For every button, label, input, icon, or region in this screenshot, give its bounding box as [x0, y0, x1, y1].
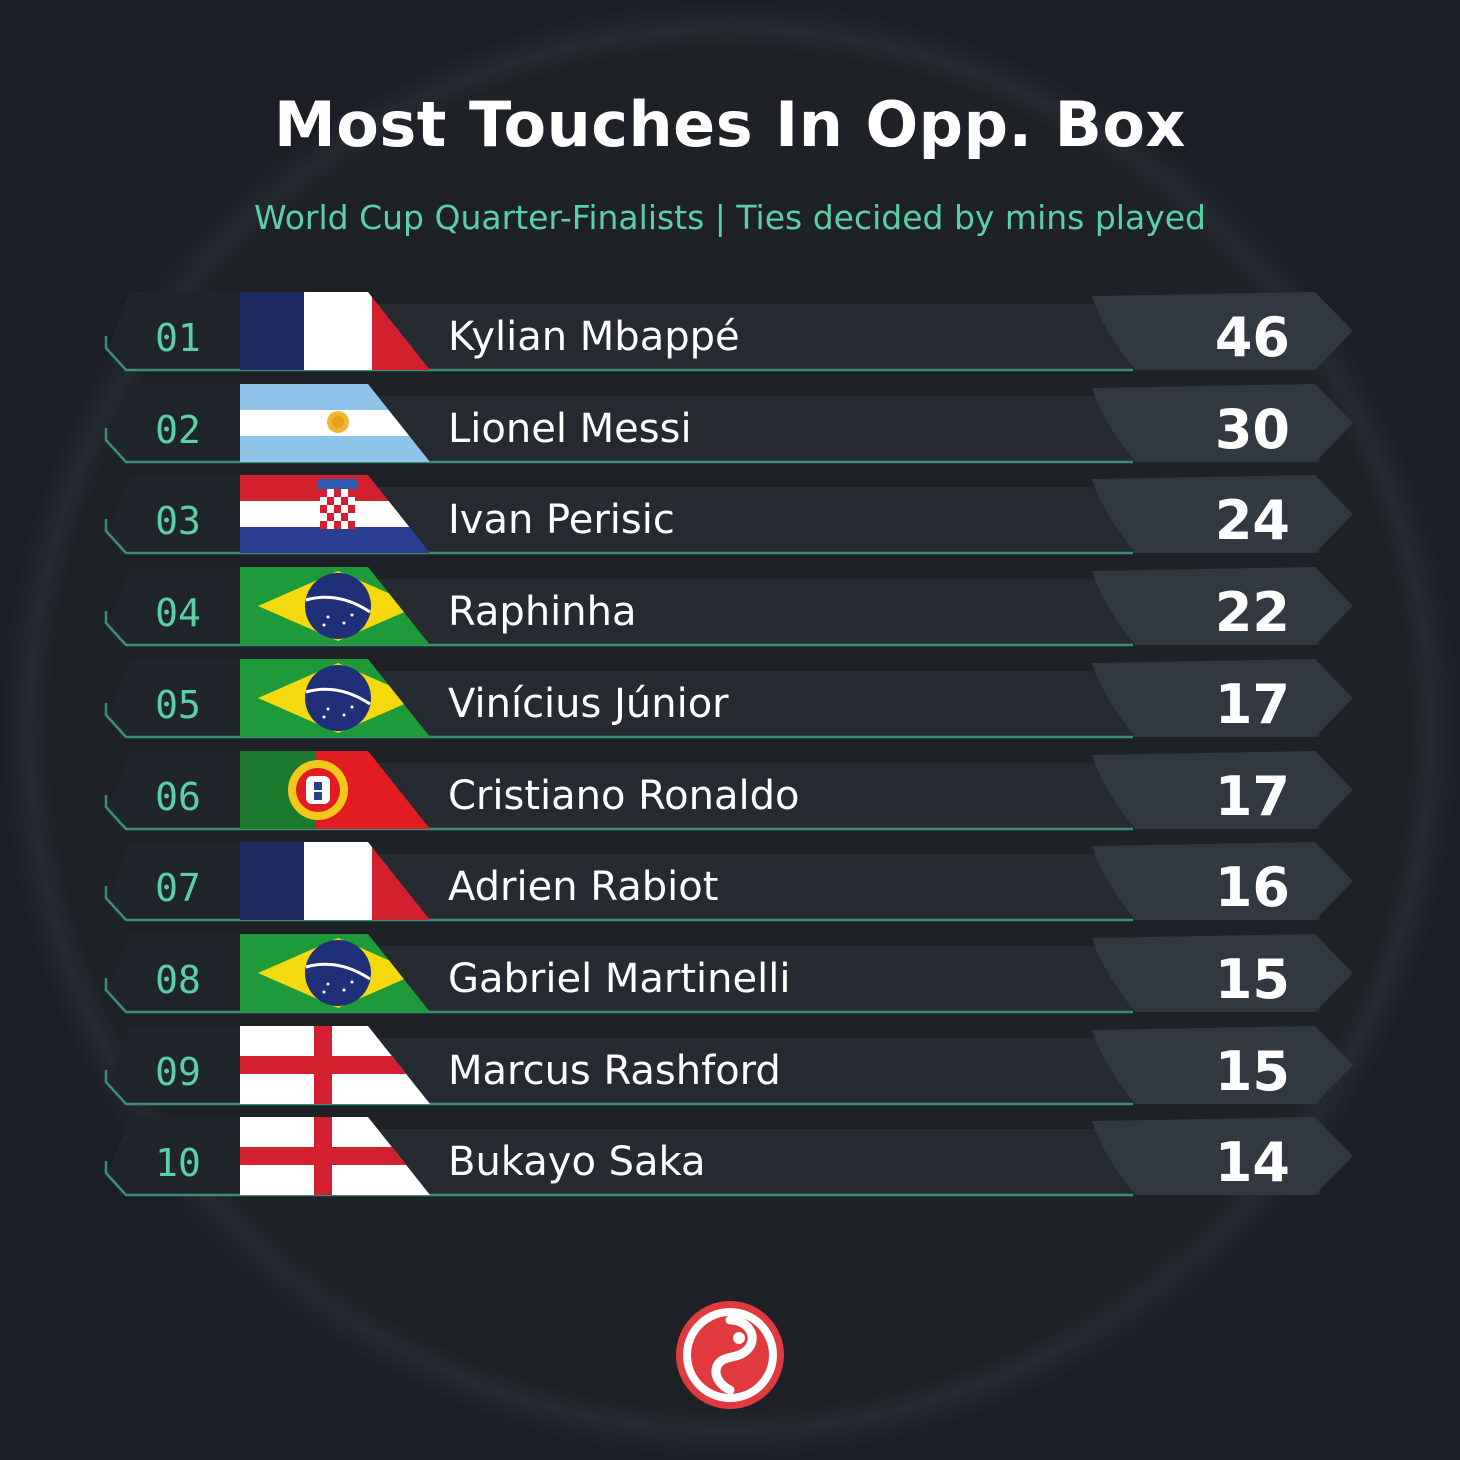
rank-number: 08 [155, 958, 201, 1002]
touches-value: 17 [1214, 765, 1290, 828]
ranking-row: 03 Ivan Perisic 24 [0, 475, 1460, 567]
rank-number: 03 [155, 499, 201, 543]
player-name: Kylian Mbappé [448, 314, 740, 360]
player-name: Raphinha [448, 589, 637, 635]
touches-value: 15 [1214, 1040, 1290, 1103]
brand-logo-icon [676, 1301, 784, 1409]
ranking-row: 07 Adrien Rabiot 16 [0, 842, 1460, 934]
touches-value: 22 [1214, 581, 1290, 644]
player-name: Cristiano Ronaldo [448, 773, 800, 819]
brazil-flag [240, 567, 430, 645]
ranking-row: 01 Kylian Mbappé 46 [0, 292, 1460, 384]
ranking-row: 10 Bukayo Saka 14 [0, 1117, 1460, 1209]
rank-number: 04 [155, 591, 201, 635]
rank-number: 10 [155, 1141, 201, 1185]
ranking-row: 04 Raphinha 22 [0, 567, 1460, 659]
rank-number: 09 [155, 1050, 201, 1094]
player-name: Lionel Messi [448, 406, 692, 452]
touches-value: 30 [1214, 398, 1290, 461]
ranking-row: 06 Cristiano Ronaldo 17 [0, 751, 1460, 843]
player-name: Ivan Perisic [448, 497, 675, 543]
france-flag [240, 842, 430, 920]
ranking-row: 09 Marcus Rashford 15 [0, 1026, 1460, 1118]
croatia-flag [240, 475, 430, 553]
row-background [104, 934, 1353, 1014]
touches-value: 14 [1214, 1131, 1290, 1194]
row-background [104, 1026, 1353, 1106]
player-name: Vinícius Júnior [448, 681, 729, 727]
england-flag [240, 1117, 430, 1195]
row-background [104, 1117, 1353, 1197]
row-background [104, 384, 1353, 464]
row-background [104, 659, 1353, 739]
rank-number: 01 [155, 316, 201, 360]
row-background [104, 842, 1353, 922]
row-background [104, 567, 1353, 647]
rank-number: 07 [155, 866, 201, 910]
portugal-flag [240, 751, 430, 829]
england-flag [240, 1026, 430, 1104]
touches-value: 15 [1214, 948, 1290, 1011]
row-background [104, 751, 1353, 831]
chart-title: Most Touches In Opp. Box [274, 88, 1186, 161]
france-flag [240, 292, 430, 370]
rank-number: 06 [155, 775, 201, 819]
ranking-row: 05 Vinícius Júnior 17 [0, 659, 1460, 751]
player-name: Marcus Rashford [448, 1048, 781, 1094]
touches-value: 46 [1214, 306, 1290, 369]
touches-value: 17 [1214, 673, 1290, 736]
brazil-flag [240, 659, 430, 737]
player-name: Bukayo Saka [448, 1139, 706, 1185]
touches-value: 16 [1214, 856, 1290, 919]
rank-number: 02 [155, 408, 201, 452]
row-background [104, 292, 1353, 372]
ranking-row: 08 Gabriel Martinelli 15 [0, 934, 1460, 1026]
touches-value: 24 [1214, 489, 1290, 552]
row-background [104, 475, 1353, 555]
brazil-flag [240, 934, 430, 1012]
player-name: Gabriel Martinelli [448, 956, 791, 1002]
argentina-flag [240, 384, 430, 462]
player-name: Adrien Rabiot [448, 864, 719, 910]
rank-number: 05 [155, 683, 201, 727]
ranking-row: 02 Lionel Messi 30 [0, 384, 1460, 476]
chart-subtitle: World Cup Quarter-Finalists | Ties decid… [254, 198, 1206, 237]
